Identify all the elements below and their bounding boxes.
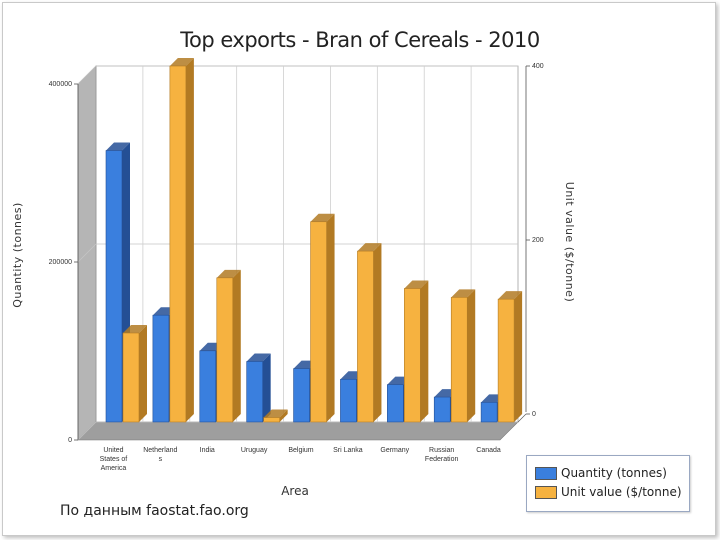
bar-quantity xyxy=(199,350,217,423)
bar-quantity xyxy=(480,402,498,423)
bar-unit-value-top xyxy=(123,325,147,333)
bar-unit-value-top xyxy=(498,291,523,300)
bar-quantity xyxy=(152,314,170,423)
x-tick-label: States of xyxy=(100,456,128,463)
bar-quantity xyxy=(340,378,357,423)
legend: Quantity (tonnes) Unit value ($/tonne) xyxy=(526,455,690,512)
bar-unit-value xyxy=(169,65,187,423)
bar-unit-value-top xyxy=(263,409,288,418)
bar-unit-value xyxy=(216,277,234,423)
bar-quantity-side xyxy=(262,353,271,422)
x-axis-title: Area xyxy=(281,484,309,498)
plot-floor xyxy=(77,421,519,441)
bar-unit-value-top xyxy=(169,58,194,66)
bar-quantity xyxy=(387,384,404,423)
bar-unit-value-side xyxy=(467,289,476,422)
bar-quantity xyxy=(105,150,123,423)
x-tick-label: Federation xyxy=(425,456,459,463)
y2-axis-title: Unit value ($/tonne) xyxy=(563,182,576,302)
gridline-side xyxy=(77,65,97,85)
source-note: По данным faostat.fao.org xyxy=(60,503,249,519)
bar-unit-value xyxy=(497,298,515,423)
y-axis-title: Quantity (tonnes) xyxy=(11,202,24,308)
bar-quantity xyxy=(293,368,310,423)
bar-unit-value-side xyxy=(514,291,523,422)
bar-unit-value xyxy=(263,417,280,423)
bar-unit-value-side xyxy=(373,243,382,422)
bar-unit-value-top xyxy=(216,269,241,278)
bar-unit-value xyxy=(310,221,327,423)
x-tick-label: America xyxy=(101,465,127,472)
y2-tick-label: 200 xyxy=(532,237,544,244)
bar-unit-value-top xyxy=(357,243,382,252)
legend-item-quantity: Quantity (tonnes) xyxy=(535,464,667,482)
x-tick-label: Sri Lanka xyxy=(333,447,363,454)
bar-quantity-top xyxy=(106,142,130,151)
bar-unit-value-side xyxy=(279,409,288,422)
x-tick-label: Russian xyxy=(429,447,454,454)
legend-swatch-quantity xyxy=(535,466,557,480)
x-tick-label: India xyxy=(200,447,215,454)
bar-quantity xyxy=(433,396,451,423)
y-tick-label: 400000 xyxy=(49,81,72,88)
x-tick-label: Belgium xyxy=(288,447,313,454)
x-tick-label: Canada xyxy=(476,447,501,454)
gridline-side xyxy=(77,421,97,441)
legend-label-unit-value: Unit value ($/tonne) xyxy=(561,485,682,499)
y2-tick-label: 400 xyxy=(532,63,544,70)
chart-title: Top exports - Bran of Cereals - 2010 xyxy=(180,28,540,52)
bar-unit-value xyxy=(122,332,140,423)
x-tick-label: Netherland xyxy=(143,447,177,454)
legend-item-unit-value: Unit value ($/tonne) xyxy=(535,483,682,501)
y-tick-label: 200000 xyxy=(49,259,72,266)
bar-unit-value-side xyxy=(185,58,194,422)
legend-swatch-unit-value xyxy=(535,485,557,499)
bar-unit-value-side xyxy=(326,213,335,422)
bar-unit-value-top xyxy=(310,213,335,222)
x-tick-label: Uruguay xyxy=(241,447,268,454)
y2-tick-label: 0 xyxy=(532,411,536,418)
y2-axis-joint xyxy=(517,413,527,423)
bar-unit-value-side xyxy=(420,280,429,422)
bar-unit-value-side xyxy=(139,325,147,422)
bar-quantity xyxy=(246,361,263,423)
x-tick-label: Germany xyxy=(380,447,409,454)
x-tick-label: United xyxy=(103,447,123,454)
bar-unit-value-top xyxy=(451,289,476,298)
bar-unit-value-side xyxy=(232,269,241,422)
legend-label-quantity: Quantity (tonnes) xyxy=(561,466,667,480)
bar-unit-value xyxy=(404,288,421,423)
bar-unit-value xyxy=(450,297,468,423)
y-tick-label: 0 xyxy=(68,437,72,444)
gridline-side xyxy=(77,243,97,263)
bar-unit-value-top xyxy=(404,280,429,289)
x-tick-label: s xyxy=(159,456,163,463)
bar-unit-value xyxy=(357,250,374,423)
bar-quantity-top xyxy=(246,353,271,362)
